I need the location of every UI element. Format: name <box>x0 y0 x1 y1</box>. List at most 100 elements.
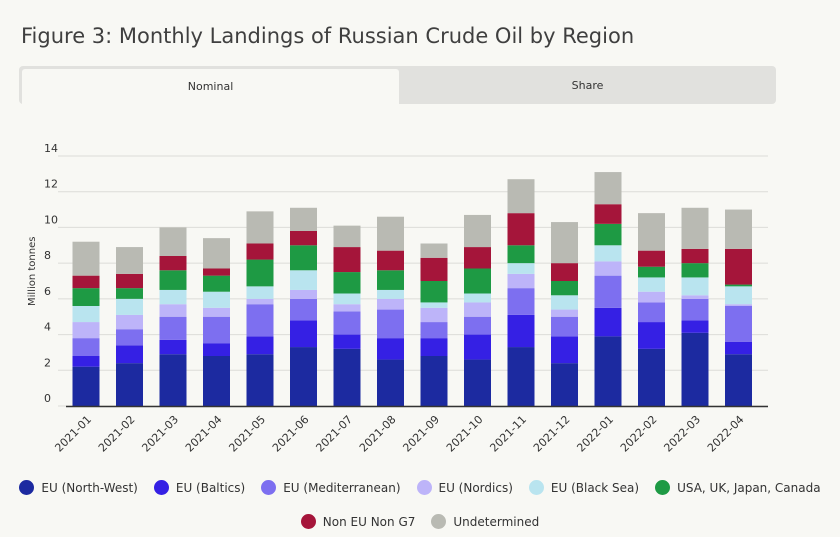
legend-item[interactable]: Non EU Non G7 <box>300 514 416 529</box>
bar-segment <box>725 341 752 355</box>
bar-segment <box>116 247 143 274</box>
bar-segment <box>681 332 709 406</box>
bar-segment <box>420 281 448 303</box>
bar-segment <box>464 302 491 317</box>
bar-segment <box>638 250 665 267</box>
bar-segment <box>681 277 709 296</box>
bar-segment <box>290 320 317 348</box>
bar-segment <box>246 304 274 337</box>
bar-segment <box>551 316 578 337</box>
bar-segment <box>420 356 448 406</box>
bar-segment <box>681 295 709 299</box>
bar-segment <box>464 334 491 360</box>
bar-segment <box>725 209 752 249</box>
tab-nominal[interactable]: Nominal <box>22 69 399 104</box>
legend-item[interactable]: Undetermined <box>431 514 539 529</box>
bar-segment <box>638 277 665 292</box>
legend-item[interactable]: EU (North-West) <box>19 480 138 495</box>
bar-segment <box>638 213 665 251</box>
bar-segment <box>377 289 404 299</box>
bar-segment <box>290 207 317 231</box>
legend-item[interactable]: EU (Black Sea) <box>528 480 640 495</box>
bar-segment <box>159 289 187 305</box>
bar-segment <box>246 211 274 244</box>
bar-segment <box>681 207 709 249</box>
bar-segment <box>420 243 448 258</box>
bar-segment <box>594 307 622 337</box>
bar-segment <box>638 302 665 323</box>
bar-segment <box>725 306 752 342</box>
bar-segment <box>594 223 622 246</box>
bar-segment <box>72 241 100 276</box>
bar-segment <box>159 256 187 271</box>
bar-segment <box>377 309 404 339</box>
bar-segment <box>72 356 100 367</box>
bar-segment <box>638 291 665 303</box>
legend-label: EU (Black Sea) <box>550 480 640 495</box>
bar-segment <box>420 302 448 308</box>
bar-segment <box>377 270 404 290</box>
legend-row-1: EU (North-West) EU (Baltics) EU (Mediterra… <box>0 480 840 495</box>
bar-segment <box>638 322 665 349</box>
bar-segment <box>333 225 361 248</box>
legend-label: Undetermined <box>453 514 540 529</box>
bar-segment <box>333 293 361 305</box>
legend-label: EU (Baltics) <box>175 480 246 495</box>
legend-swatch <box>528 480 544 495</box>
bar-segment <box>725 248 752 285</box>
bar-segment <box>72 338 100 356</box>
x-tick-label: 2021-08 <box>357 413 399 455</box>
legend-swatch <box>153 480 169 495</box>
x-tick-label: 2021-06 <box>270 413 312 455</box>
legend-swatch <box>261 480 277 495</box>
chart-title: Figure 3: Monthly Landings of Russian Cr… <box>21 24 635 48</box>
bar-segment <box>116 329 143 346</box>
y-tick-label: 0 <box>44 392 51 405</box>
bar-segment <box>551 336 578 364</box>
bar-segment <box>551 309 578 317</box>
legend-item[interactable]: EU (Baltics) <box>153 480 246 495</box>
bar-segment <box>159 354 187 406</box>
legend-item[interactable]: EU (Nordics) <box>416 480 513 495</box>
bar-segment <box>203 356 230 406</box>
bar-segment <box>507 245 535 264</box>
bar-segment <box>246 259 274 287</box>
bar-segment <box>464 316 491 335</box>
bar-segment <box>464 268 491 294</box>
bar-segment <box>290 347 317 406</box>
legend-label: Non EU Non G7 <box>322 514 416 529</box>
bar-segment <box>551 295 578 310</box>
bar-segment <box>333 247 361 273</box>
bar-segment <box>116 273 143 289</box>
bar-segment <box>377 338 404 360</box>
bar-segment <box>725 304 752 306</box>
bar-segment <box>464 359 491 406</box>
bar-segment <box>203 307 230 317</box>
legend-swatch <box>19 480 35 495</box>
bar-segment <box>246 336 274 355</box>
legend-item[interactable]: USA, UK, Japan, Canada <box>655 480 821 495</box>
bar-segment <box>551 222 578 264</box>
bar-segment <box>290 298 317 321</box>
legend-swatch <box>655 480 671 495</box>
y-tick-label: 14 <box>44 142 58 155</box>
bar-segment <box>507 288 535 315</box>
y-tick-label: 4 <box>44 321 51 334</box>
bar-segment <box>725 354 752 406</box>
bar-segment <box>507 263 535 274</box>
bar-segment <box>290 231 317 246</box>
bar-segment <box>681 263 709 278</box>
tab-share[interactable]: Share <box>571 78 604 92</box>
bar-segment <box>464 214 491 248</box>
bar-segment <box>290 289 317 299</box>
bar-segment <box>72 288 100 306</box>
legend-swatch <box>431 514 447 529</box>
legend-label: EU (North-West) <box>41 480 138 495</box>
y-axis-label: Million tonnes <box>27 237 38 306</box>
legend-item[interactable]: EU (Mediterranean) <box>261 480 401 495</box>
y-tick-label: 12 <box>44 178 58 191</box>
bar-segment <box>594 275 622 308</box>
bar-segment <box>507 314 535 348</box>
bar-segment <box>420 338 448 356</box>
